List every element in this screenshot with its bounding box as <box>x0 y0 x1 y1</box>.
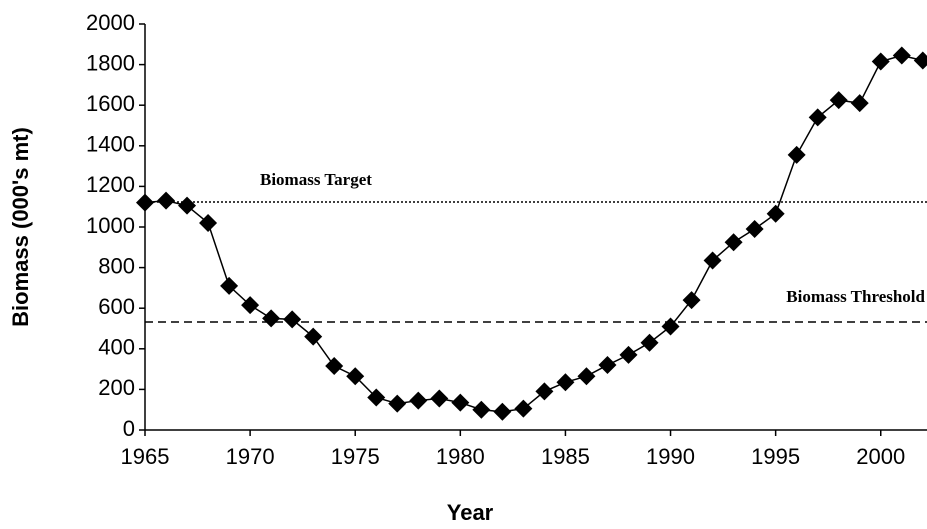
y-tick-label: 1600 <box>86 91 135 116</box>
marker <box>787 145 806 164</box>
x-tick-label: 1995 <box>751 444 800 469</box>
marker <box>598 356 617 375</box>
marker <box>514 399 533 418</box>
marker <box>871 52 890 71</box>
marker <box>493 402 512 421</box>
marker <box>703 251 722 270</box>
marker <box>535 382 554 401</box>
series-line <box>144 54 923 413</box>
marker <box>577 367 596 386</box>
marker <box>640 333 659 352</box>
marker <box>262 309 281 328</box>
marker <box>472 400 491 419</box>
x-tick-label: 1970 <box>226 444 275 469</box>
marker <box>556 373 575 392</box>
marker <box>304 327 323 346</box>
marker <box>388 394 407 413</box>
marker <box>724 233 743 252</box>
marker <box>157 191 176 210</box>
reference-label: Biomass Threshold <box>786 287 925 306</box>
x-tick-label: 1990 <box>646 444 695 469</box>
marker <box>199 213 218 232</box>
marker <box>367 388 386 407</box>
marker <box>913 51 927 70</box>
marker <box>136 193 154 212</box>
marker <box>220 276 239 295</box>
marker <box>178 196 197 215</box>
marker <box>745 220 764 239</box>
marker <box>808 108 827 127</box>
marker <box>766 204 785 223</box>
x-tick-label: 1985 <box>541 444 590 469</box>
marker <box>430 389 449 408</box>
marker <box>325 357 344 376</box>
marker <box>241 296 260 315</box>
y-tick-label: 800 <box>98 253 135 278</box>
marker <box>850 94 869 113</box>
marker <box>283 310 302 329</box>
marker <box>409 391 428 410</box>
y-tick-label: 0 <box>123 416 135 441</box>
y-tick-label: 2000 <box>86 10 135 35</box>
x-axis-title: Year <box>447 500 494 525</box>
x-tick-label: 1975 <box>331 444 380 469</box>
x-tick-label: 2000 <box>856 444 905 469</box>
marker <box>346 367 365 386</box>
marker <box>829 91 848 110</box>
y-tick-label: 1400 <box>86 132 135 157</box>
y-axis-title: Biomass (000's mt) <box>8 127 33 327</box>
x-tick-label: 1965 <box>121 444 170 469</box>
y-tick-label: 600 <box>98 294 135 319</box>
marker <box>451 393 470 412</box>
y-tick-label: 1000 <box>86 213 135 238</box>
y-tick-label: 1200 <box>86 172 135 197</box>
marker <box>661 317 680 336</box>
y-tick-label: 1800 <box>86 50 135 75</box>
marker <box>682 291 701 310</box>
y-tick-label: 400 <box>98 335 135 360</box>
y-tick-label: 200 <box>98 375 135 400</box>
reference-label: Biomass Target <box>260 170 372 189</box>
marker <box>619 345 638 364</box>
marker <box>892 46 911 65</box>
x-tick-label: 1980 <box>436 444 485 469</box>
